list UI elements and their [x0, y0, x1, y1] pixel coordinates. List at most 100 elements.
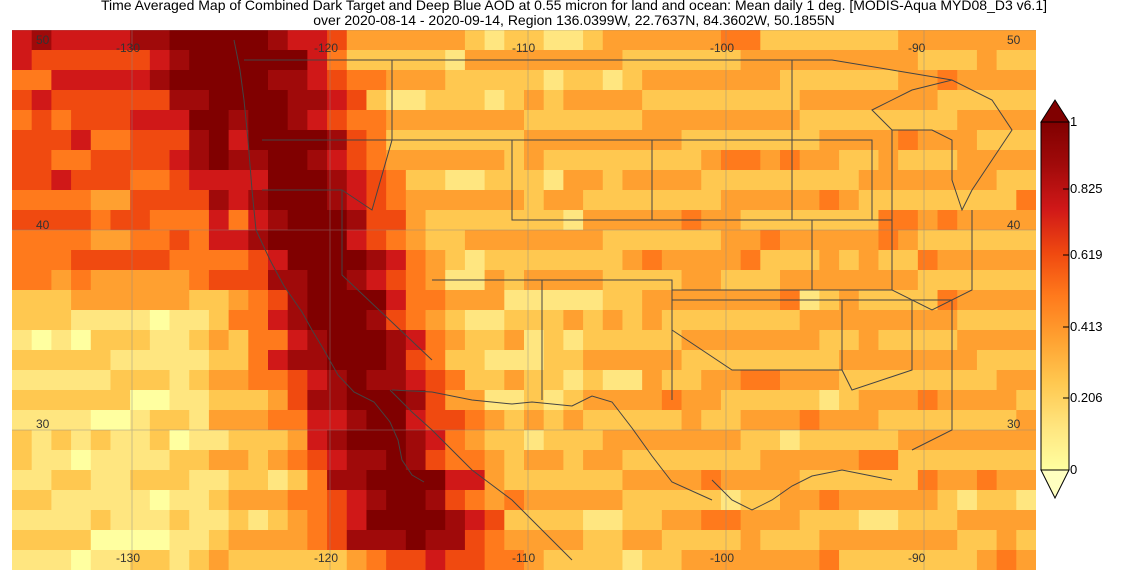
- aod-cell: [110, 170, 131, 191]
- aod-cell: [720, 470, 742, 491]
- aod-cell: [130, 410, 151, 431]
- aod-cell: [327, 170, 348, 191]
- aod-cell: [248, 190, 269, 211]
- aod-cell: [169, 250, 190, 271]
- aod-cell: [425, 450, 446, 471]
- aod-cell: [681, 70, 702, 91]
- aod-cell: [760, 90, 781, 111]
- aod-cell: [307, 110, 328, 131]
- aod-cell: [1016, 390, 1036, 411]
- aod-cell: [819, 230, 840, 251]
- aod-cell: [268, 170, 289, 191]
- aod-cell: [701, 510, 722, 531]
- aod-cell: [701, 170, 722, 191]
- aod-cell: [149, 310, 171, 331]
- aod-cell: [917, 510, 939, 531]
- aod-cell: [169, 490, 190, 511]
- aod-cell: [169, 370, 190, 391]
- aod-cell: [642, 410, 663, 431]
- aod-cell: [189, 370, 210, 391]
- aod-cell: [701, 270, 722, 291]
- aod-cell: [268, 290, 289, 311]
- aod-cell: [189, 390, 210, 411]
- aod-cell: [31, 390, 52, 411]
- aod-cell: [248, 110, 269, 131]
- aod-cell: [976, 410, 998, 431]
- aod-cell: [287, 210, 308, 231]
- aod-cell: [760, 470, 781, 491]
- aod-cell: [1016, 290, 1036, 311]
- aod-cell: [1016, 450, 1036, 471]
- aod-cell: [228, 150, 249, 171]
- aod-cell: [110, 410, 131, 431]
- aod-cell: [780, 350, 801, 371]
- aod-cell: [51, 250, 72, 271]
- aod-cell: [661, 250, 683, 271]
- aod-cell: [583, 390, 604, 411]
- aod-cell: [90, 210, 112, 231]
- aod-cell: [12, 270, 33, 291]
- aod-cell: [149, 410, 171, 431]
- aod-cell: [149, 250, 171, 271]
- aod-cell: [287, 350, 308, 371]
- aod-cell: [799, 230, 820, 251]
- aod-cell: [51, 30, 72, 51]
- aod-cell: [780, 30, 801, 51]
- aod-cell: [661, 530, 683, 551]
- aod-cell: [740, 390, 761, 411]
- aod-cell: [287, 270, 308, 291]
- aod-cell: [839, 110, 860, 131]
- aod-cell: [543, 390, 564, 411]
- aod-cell: [71, 370, 92, 391]
- aod-cell: [878, 390, 899, 411]
- aod-cell: [839, 390, 860, 411]
- aod-cell: [819, 110, 840, 131]
- aod-cell: [858, 270, 880, 291]
- aod-cell: [51, 390, 72, 411]
- aod-cell: [307, 430, 328, 451]
- aod-cell: [248, 450, 269, 471]
- aod-cell: [563, 90, 584, 111]
- aod-cell: [583, 430, 604, 451]
- aod-cell: [228, 50, 249, 71]
- aod-cell: [917, 30, 939, 51]
- aod-cell: [189, 230, 210, 251]
- aod-cell: [681, 330, 702, 351]
- aod-cell: [740, 490, 761, 511]
- aod-cell: [445, 90, 466, 111]
- aod-cell: [839, 370, 860, 391]
- aod-cell: [307, 410, 328, 431]
- aod-cell: [504, 190, 525, 211]
- aod-cell: [149, 110, 171, 131]
- aod-cell: [51, 310, 72, 331]
- aod-cell: [524, 170, 545, 191]
- aod-cell: [622, 490, 643, 511]
- aod-cell: [543, 230, 564, 251]
- aod-cell: [898, 530, 919, 551]
- aod-cell: [878, 350, 899, 371]
- aod-cell: [858, 310, 880, 331]
- aod-cell: [858, 370, 880, 391]
- aod-cell: [110, 90, 131, 111]
- aod-cell: [445, 310, 466, 331]
- aod-cell: [287, 230, 308, 251]
- aod-cell: [268, 190, 289, 211]
- aod-cell: [366, 410, 387, 431]
- aod-cell: [878, 510, 899, 531]
- aod-cell: [327, 370, 348, 391]
- aod-cell: [366, 550, 387, 570]
- aod-cell: [169, 390, 190, 411]
- aod-cell: [780, 110, 801, 131]
- aod-cell: [31, 550, 52, 570]
- aod-cell: [346, 210, 368, 231]
- aod-cell: [110, 250, 131, 271]
- aod-cell: [563, 530, 584, 551]
- aod-cell: [602, 90, 624, 111]
- aod-cell: [1016, 350, 1036, 371]
- aod-cell: [189, 510, 210, 531]
- aod-cell: [602, 350, 624, 371]
- aod-cell: [799, 390, 820, 411]
- aod-cell: [898, 190, 919, 211]
- aod-cell: [425, 170, 446, 191]
- aod-cell: [169, 350, 190, 371]
